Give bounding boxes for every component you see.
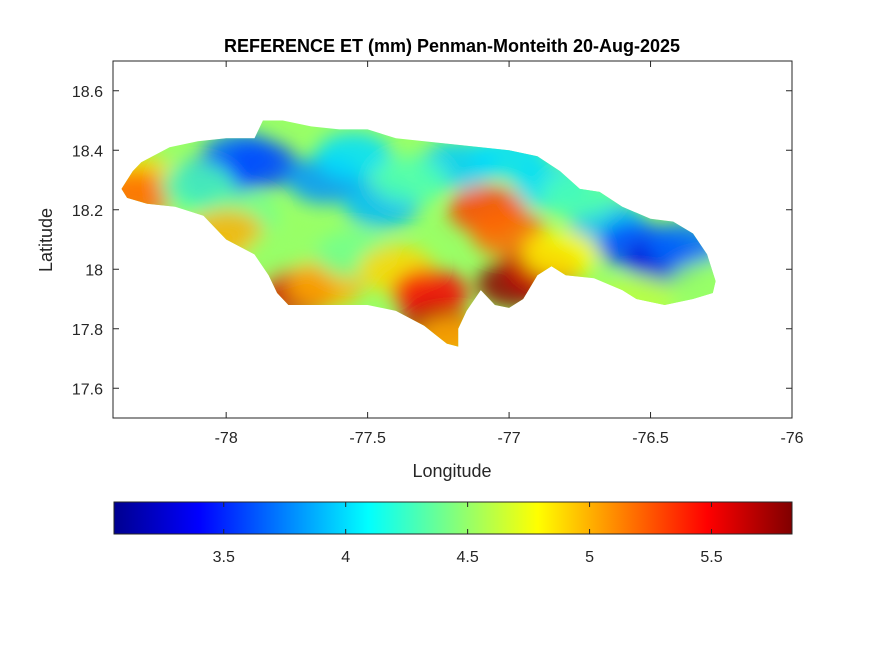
x-tick-label: -76 — [780, 430, 803, 447]
y-tick-label: 17.8 — [72, 322, 103, 339]
x-tick-label: -78 — [215, 430, 238, 447]
x-axis-label: Longitude — [412, 461, 491, 481]
heat-point — [372, 156, 449, 204]
colorbar — [113, 501, 793, 535]
x-axis-ticks: -78 -77.5 -77 -76.5 -76 — [215, 61, 804, 447]
heat-point — [222, 141, 299, 190]
y-axis-label: Latitude — [36, 208, 56, 272]
heat-point — [669, 260, 716, 309]
y-axis-ticks: 17.6 17.8 18 18.2 18.4 18.6 — [72, 84, 792, 398]
y-tick-label: 18.6 — [72, 84, 103, 101]
x-tick-label: -76.5 — [632, 430, 669, 447]
colorbar-tick-label: 3.5 — [213, 549, 235, 566]
heat-point — [315, 132, 392, 181]
x-tick-label: -77 — [498, 430, 521, 447]
colorbar-tick-label: 5 — [585, 549, 594, 566]
heat-point — [522, 230, 598, 279]
y-tick-label: 18 — [85, 262, 103, 279]
colorbar-ticks: 3.5 4 4.5 5 5.5 — [213, 502, 723, 566]
y-tick-label: 18.4 — [72, 143, 103, 160]
y-tick-label: 18.2 — [72, 203, 103, 220]
colorbar-tick-label: 4.5 — [457, 549, 479, 566]
chart-title: REFERENCE ET (mm) Penman-Monteith 20-Aug… — [224, 36, 680, 56]
heat-point — [391, 269, 468, 317]
y-tick-label: 17.6 — [72, 381, 103, 398]
x-tick-label: -77.5 — [349, 430, 386, 447]
colorbar-tick-label: 5.5 — [700, 549, 722, 566]
colorbar-tick-label: 4 — [341, 549, 350, 566]
